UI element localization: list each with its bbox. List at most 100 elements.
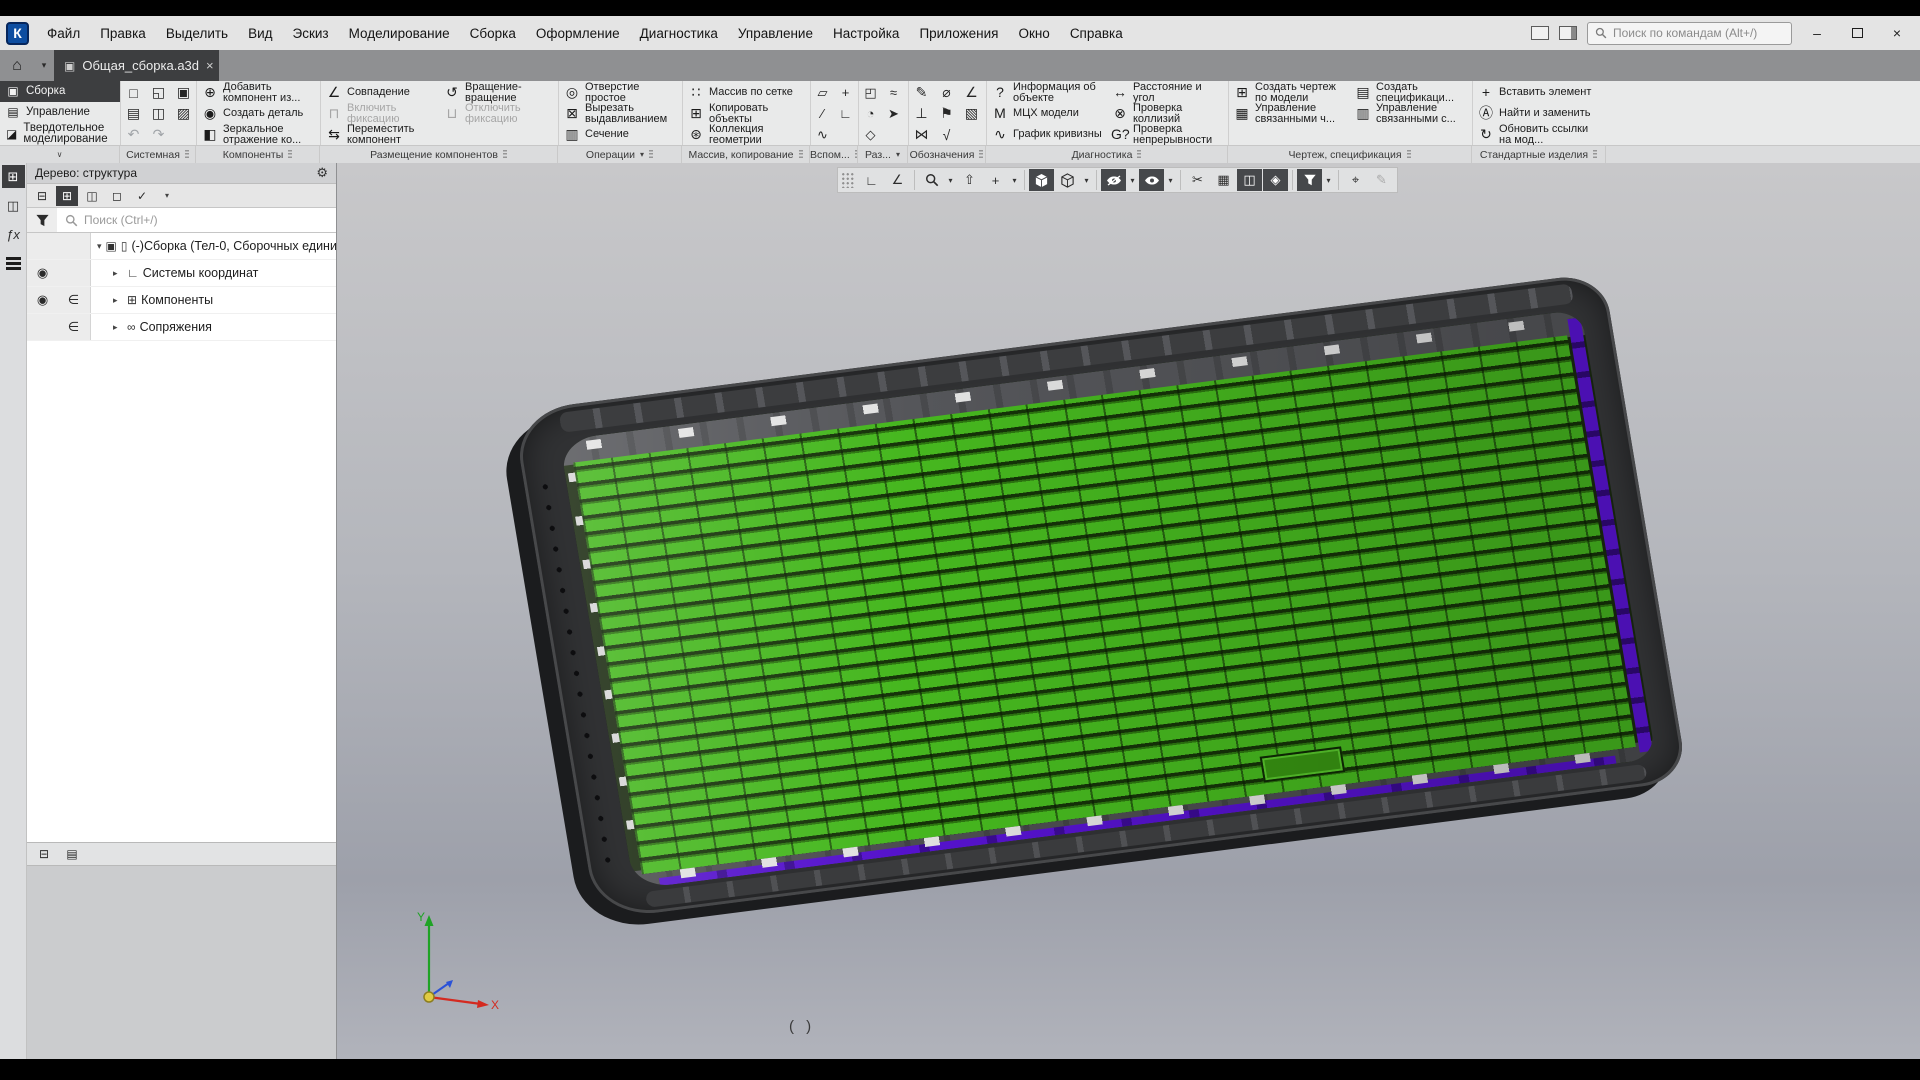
weld-icon[interactable]: ⋈ xyxy=(914,126,929,142)
add-component-button[interactable]: ⊕ Добавить компонент из... xyxy=(197,82,320,104)
filter-objects-button[interactable] xyxy=(1297,169,1322,191)
panel-menu-button[interactable] xyxy=(2,252,25,275)
section-button[interactable]: ▥ Сечение xyxy=(559,124,682,145)
group-grip-icon[interactable] xyxy=(1593,150,1598,159)
object-info-button[interactable]: ? Информация об объекте xyxy=(987,82,1107,104)
find-replace-button[interactable]: Ⓐ Найти и заменить xyxy=(1473,103,1606,124)
property-picker-button[interactable]: ✎ xyxy=(1369,169,1394,191)
cut-extrude-button[interactable]: ⊠ Вырезать выдавливанием xyxy=(559,103,682,125)
continuity-check-button[interactable]: G? Проверка непрерывности xyxy=(1107,124,1227,146)
assembly-3d-model[interactable] xyxy=(497,272,1689,933)
tree-marquee-button[interactable]: ◻ xyxy=(106,186,128,206)
grid-array-button[interactable]: ∷ Массив по сетке xyxy=(683,82,810,103)
break-view-icon[interactable]: ≈ xyxy=(889,85,898,100)
group-dropdown-icon[interactable]: ▾ xyxy=(640,150,645,159)
save-as-icon[interactable]: ▨ xyxy=(176,105,191,121)
menu-modeling[interactable]: Моделирование xyxy=(348,25,450,41)
arrow-view-icon[interactable]: ➤ xyxy=(888,105,899,121)
manage-linked-drawings-button[interactable]: ▦ Управление связанными ч... xyxy=(1229,103,1350,125)
save-icon[interactable]: ▣ xyxy=(176,84,191,100)
section-view-button[interactable]: ▦ xyxy=(1211,169,1236,191)
menu-diagnostics[interactable]: Диагностика xyxy=(639,25,718,41)
tree-row-assembly[interactable]: ▾ ▣ ▯ (-)Сборка (Тел-0, Сборочных едини xyxy=(27,233,336,260)
construction-plane-icon[interactable]: ▱ xyxy=(817,84,828,100)
zone-icon[interactable]: ◰ xyxy=(864,84,877,100)
create-part-button[interactable]: ◉ Создать деталь xyxy=(197,103,320,124)
group-grip-icon[interactable] xyxy=(288,150,293,159)
roughness-icon[interactable]: √ xyxy=(942,126,951,143)
show-objects-caret[interactable]: ▾ xyxy=(1168,175,1173,185)
menu-sketch[interactable]: Эскиз xyxy=(292,25,329,41)
gear-icon[interactable]: ⚙ xyxy=(316,165,328,180)
app-logo-icon[interactable]: К xyxy=(6,21,29,45)
membership-icon[interactable]: ∈ xyxy=(67,292,80,307)
tree-row-coordinate-systems[interactable]: ◉ ▸ ∟ Системы координат xyxy=(27,260,336,287)
footer-grid-button[interactable]: ▤ xyxy=(61,844,83,864)
rotation-rotation-button[interactable]: ↺ Вращение-вращение xyxy=(439,82,557,104)
menu-settings[interactable]: Настройка xyxy=(832,25,900,41)
normal-to-plane-button[interactable]: ∟ xyxy=(859,169,884,191)
group-grip-icon[interactable] xyxy=(502,150,507,159)
print-preview-icon[interactable]: ◫ xyxy=(151,105,166,121)
measure-button[interactable]: ⌖ xyxy=(1343,169,1368,191)
construction-axis-icon[interactable]: + xyxy=(841,85,850,100)
curvature-graph-button[interactable]: ∿ График кривизны xyxy=(987,124,1107,145)
disable-fixation-button[interactable]: ⊔ Отключить фиксацию xyxy=(439,103,557,125)
axes-dropdown-caret[interactable]: ▾ xyxy=(1012,175,1017,185)
mass-properties-button[interactable]: M МЦХ модели xyxy=(987,103,1107,124)
simple-hole-button[interactable]: ◎ Отверстие простое xyxy=(559,82,682,104)
geometry-collection-button[interactable]: ⊛ Коллекция геометрии xyxy=(683,124,810,146)
menu-help[interactable]: Справка xyxy=(1069,25,1123,41)
undo-icon[interactable]: ↶ xyxy=(127,126,140,142)
hide-objects-button[interactable] xyxy=(1101,169,1126,191)
menu-assembly[interactable]: Сборка xyxy=(469,25,516,41)
tree-toolbar-caret[interactable]: ▾ xyxy=(156,186,178,206)
mode-management[interactable]: ▤ Управление xyxy=(0,102,120,123)
home-dropdown-caret[interactable]: ▾ xyxy=(41,60,47,70)
shaded-display-button[interactable] xyxy=(1029,169,1054,191)
menu-view[interactable]: Вид xyxy=(248,25,273,41)
expander-open-icon[interactable]: ▾ xyxy=(97,240,102,251)
enable-fixation-button[interactable]: ⊓ Включить фиксацию xyxy=(321,103,439,125)
insert-element-button[interactable]: + Вставить элемент xyxy=(1473,82,1606,103)
tree-structure-view-button[interactable]: ⊞ xyxy=(56,185,78,206)
tree-row-components[interactable]: ◉ ∈ ▸ ⊞ Компоненты xyxy=(27,287,336,314)
tree-filter-button[interactable] xyxy=(27,208,57,232)
sketch-mode-button[interactable]: ∠ xyxy=(885,169,910,191)
membership-icon[interactable]: ∈ xyxy=(67,319,80,334)
group-grip-icon[interactable] xyxy=(649,150,654,159)
panel-layout-icon[interactable] xyxy=(1531,26,1549,40)
group-grip-icon[interactable] xyxy=(979,150,984,159)
panel-layout-alt-icon[interactable] xyxy=(1559,26,1577,40)
menu-window[interactable]: Окно xyxy=(1018,25,1050,41)
minimize-button[interactable]: – xyxy=(1813,25,1821,41)
variables-panel-tab[interactable]: ƒx xyxy=(2,223,25,246)
tab-active-document[interactable]: ▣ Общая_сборка.a3d × xyxy=(54,50,219,81)
expander-closed-icon[interactable]: ▸ xyxy=(113,321,118,332)
distance-angle-button[interactable]: ↔ Расстояние и угол xyxy=(1107,82,1227,104)
create-spec-button[interactable]: ▤ Создать спецификаци... xyxy=(1350,82,1471,104)
collision-check-button[interactable]: ⊗ Проверка коллизий xyxy=(1107,103,1227,125)
menu-select[interactable]: Выделить xyxy=(165,25,229,41)
hatch-icon[interactable]: ▧ xyxy=(964,105,979,121)
home-button[interactable]: ⌂ xyxy=(12,56,22,74)
toolbar-grip-icon[interactable] xyxy=(841,172,855,188)
tree-list-view-button[interactable]: ⊟ xyxy=(31,186,53,206)
open-document-icon[interactable]: ◱ xyxy=(151,84,166,100)
redo-icon[interactable]: ↷ xyxy=(152,126,165,142)
mark-icon[interactable]: ◇ xyxy=(865,126,876,142)
close-button[interactable]: × xyxy=(1892,25,1902,41)
print-icon[interactable]: ▤ xyxy=(126,105,141,121)
zoom-dropdown-caret[interactable]: ▾ xyxy=(948,175,953,185)
ribbon-collapse-segment[interactable]: ∨ xyxy=(0,146,120,163)
local-cs-icon[interactable]: ∟ xyxy=(839,106,852,121)
filter-caret[interactable]: ▾ xyxy=(1326,175,1331,185)
parameters-panel-tab[interactable]: ◫ xyxy=(2,194,25,217)
coincide-button[interactable]: ∠ Совпадение xyxy=(321,82,439,103)
diameter-icon[interactable]: ⌀ xyxy=(942,84,951,100)
command-search-input[interactable]: Поиск по командам (Alt+/) xyxy=(1587,21,1792,45)
mode-assembly[interactable]: ▣ Сборка xyxy=(0,81,120,102)
display-mode-caret[interactable]: ▾ xyxy=(1084,175,1089,185)
show-objects-button[interactable] xyxy=(1139,169,1164,191)
manage-linked-specs-button[interactable]: ▥ Управление связанными с... xyxy=(1350,103,1471,125)
